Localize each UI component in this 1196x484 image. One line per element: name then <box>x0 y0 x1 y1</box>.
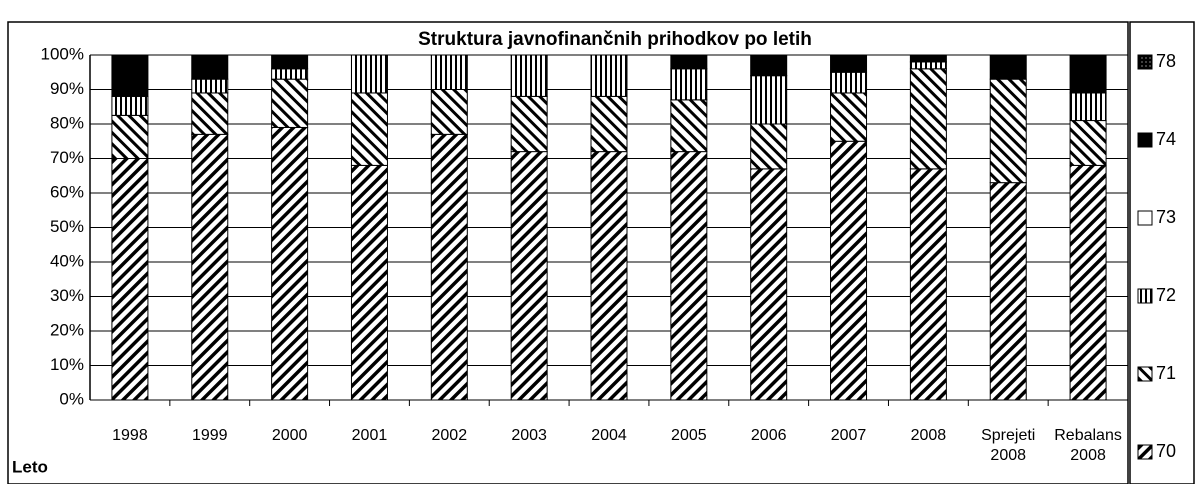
chart-title: Struktura javnofinančnih prihodkov po le… <box>418 29 812 50</box>
legend-label: 74 <box>1156 129 1176 149</box>
chart-border <box>7 21 1129 484</box>
bar-segment <box>590 151 628 401</box>
bar-segment <box>670 54 708 70</box>
legend-label: 72 <box>1156 285 1176 305</box>
bar-segment <box>510 54 548 97</box>
bar-segment <box>271 78 309 128</box>
bar-segment <box>111 158 149 401</box>
x-tick-label: 2000 <box>271 427 308 444</box>
y-tick-label: 100% <box>41 44 84 63</box>
legend-swatch <box>1137 444 1153 460</box>
x-axis-label: Leto <box>12 457 48 476</box>
legend-swatch <box>1137 366 1153 382</box>
bar-segment <box>1069 54 1107 94</box>
bar-segment <box>750 75 788 125</box>
bar-segment <box>830 71 868 94</box>
legend-swatch <box>1137 288 1153 304</box>
bar-segment <box>1069 92 1107 122</box>
x-tick-label: 2002 <box>431 427 468 444</box>
bar-segment <box>191 78 229 94</box>
y-tick-label: 70% <box>50 148 84 167</box>
x-tick-label: 2001 <box>351 427 388 444</box>
y-tick-label: 30% <box>50 286 84 305</box>
legend-label: 73 <box>1156 207 1176 227</box>
legend-swatch <box>1137 132 1153 148</box>
bar-segment <box>1069 164 1107 401</box>
bar-segment <box>830 140 868 401</box>
y-tick-label: 0% <box>59 389 84 408</box>
bar-segment <box>271 68 309 80</box>
bar-segment <box>430 54 468 90</box>
x-tick-label: 1998 <box>112 427 148 444</box>
bar-segment <box>909 61 947 70</box>
x-tick-label: Sprejeti 2008 <box>981 427 1036 464</box>
legend-label: 78 <box>1156 51 1176 71</box>
bar-segment <box>670 151 708 401</box>
bar-segment <box>191 92 229 135</box>
bar-segment <box>430 133 468 401</box>
bar-segment <box>350 164 388 401</box>
bar-segment <box>590 95 628 153</box>
bar-segment <box>989 182 1027 401</box>
bar-segment <box>111 54 149 97</box>
y-tick-label: 40% <box>50 251 84 270</box>
bar-segment <box>510 151 548 401</box>
legend-swatch <box>1137 54 1153 70</box>
bar-segment <box>1069 120 1107 166</box>
x-tick-label: 2006 <box>750 427 787 444</box>
bar-segment <box>670 68 708 101</box>
bar-segment <box>430 89 468 135</box>
bar-segment <box>750 168 788 401</box>
bar-segment <box>350 92 388 166</box>
y-tick-label: 20% <box>50 320 84 339</box>
y-tick-label: 10% <box>50 355 84 374</box>
bar-segment <box>350 54 388 94</box>
bar-segment <box>271 54 309 70</box>
y-tick-label: 50% <box>50 217 84 236</box>
bar-segment <box>191 54 229 80</box>
legend-label: 71 <box>1156 363 1176 383</box>
x-tick-label: 1999 <box>191 427 228 444</box>
bar-segment <box>510 95 548 153</box>
bar-segment <box>909 168 947 401</box>
bar-segment <box>830 92 868 142</box>
bar-segment <box>111 114 149 159</box>
bar-segment <box>830 54 868 73</box>
x-tick-label: 2008 <box>910 427 947 444</box>
legend-box <box>1129 21 1195 484</box>
bar-segment <box>909 68 947 170</box>
bar-segment <box>191 133 229 401</box>
x-tick-label: 2007 <box>830 427 867 444</box>
x-tick-label: Rebalans 2008 <box>1054 427 1122 464</box>
bar-segment <box>750 54 788 77</box>
y-tick-label: 80% <box>50 113 84 132</box>
bar-segment <box>670 99 708 153</box>
bar-segment <box>750 123 788 170</box>
bar-segment <box>989 54 1027 80</box>
bar-segment <box>989 78 1027 184</box>
bar-segment <box>909 54 947 63</box>
bar-segment <box>590 54 628 97</box>
bar-segment <box>111 95 149 116</box>
legend-label: 70 <box>1156 441 1176 461</box>
x-tick-label: 2005 <box>671 427 707 444</box>
x-tick-label: 2004 <box>591 427 627 444</box>
x-tick-label: 2003 <box>511 427 547 444</box>
bar-segment <box>271 126 309 401</box>
y-tick-label: 90% <box>50 79 84 98</box>
y-tick-label: 60% <box>50 182 84 201</box>
legend-swatch <box>1137 210 1153 226</box>
